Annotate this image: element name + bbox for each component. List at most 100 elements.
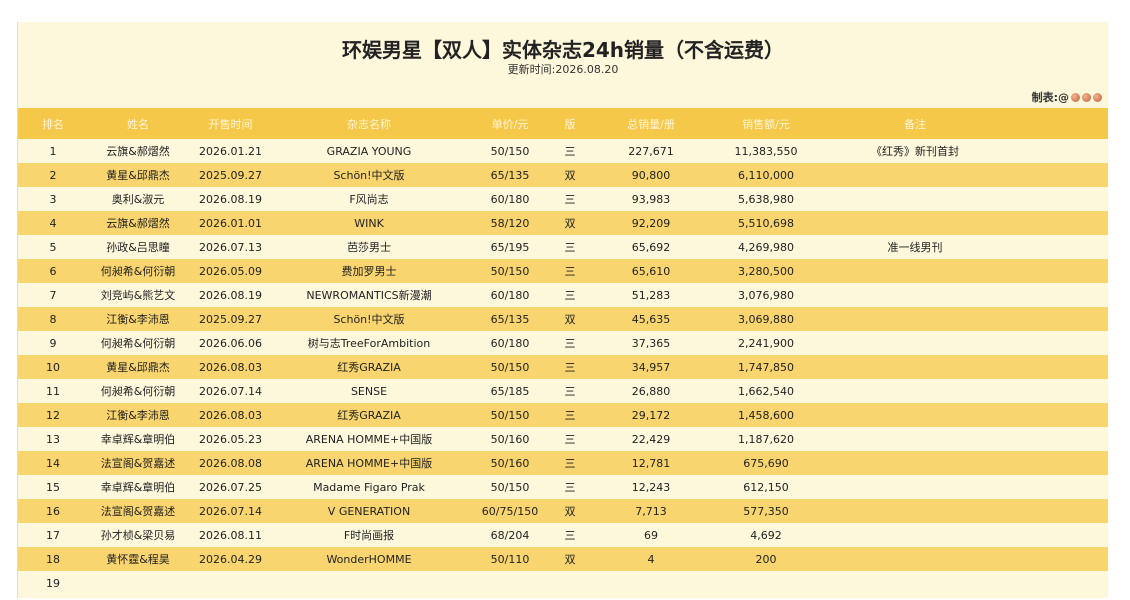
cell-name: 何昶希&何衍朝 [100,265,176,278]
cell-price: 68/204 [490,528,530,542]
cell-qty: 12,243 [631,480,671,494]
cell-date: 2026.08.03 [199,408,262,422]
cell-date: 2026.08.08 [199,456,262,470]
cell-price: 50/160 [490,432,530,446]
header-magazine: 杂志名称 [347,117,391,131]
cell-magazine: F风尚志 [349,193,389,206]
cell-date: 2026.07.14 [199,384,262,398]
cell-name: 云旗&郝熠然 [106,145,170,158]
cell-version: 三 [564,145,576,158]
cell-price: 65/195 [490,240,530,254]
cell-qty: 22,429 [631,432,671,446]
cell-name: 刘竞屿&熊艺文 [100,289,176,302]
cell-amount: 1,662,540 [738,384,794,398]
cell-price: 58/120 [490,216,530,230]
cell-magazine: V GENERATION [327,504,411,518]
cell-qty: 92,209 [631,216,671,230]
cell-date: 2026.07.14 [199,504,262,518]
table-row: 1 云旗&郝熠然 2026.01.21 GRAZIA YOUNG 50/150 三 227,… [18,139,1108,163]
cell-date: 2026.05.09 [199,264,262,278]
cell-amount: 612,150 [743,480,789,494]
page-title: 环娱男星【双人】实体杂志24h销量（不含运费） [341,38,785,62]
cell-amount: 1,187,620 [738,432,794,446]
maker-credit: 制表:@ [1032,89,1102,105]
cell-name: 孙才桢&梁贝易 [100,529,176,542]
cell-amount: 577,350 [743,504,789,518]
cell-name: 黄怀霆&程昊 [106,553,170,566]
cell-name: 法宣阁&贺嘉述 [100,457,176,470]
cell-price: 60/180 [490,288,530,302]
cell-date: 2026.07.13 [199,240,262,254]
cell-qty: 93,983 [631,192,671,206]
cell-price: 60/180 [490,192,530,206]
header-amount: 销售额/元 [742,117,790,131]
cell-name: 黄星&邱鼎杰 [106,361,170,374]
cell-name: 黄星&邱鼎杰 [106,169,170,182]
cell-magazine: 芭莎男士 [347,241,391,254]
cell-date: 2026.01.01 [199,216,262,230]
emoji-icon [1082,92,1091,102]
cell-amount: 3,069,880 [738,312,794,326]
cell-qty: 12,781 [631,456,671,470]
cell-name: 江衡&李沛恩 [106,409,170,422]
cell-magazine: Schön!中文版 [333,169,405,182]
cell-rank: 14 [46,456,60,470]
cell-date: 2026.08.19 [199,192,262,206]
cell-note: 《红秀》新刊首封 [871,145,959,158]
table-row: 11 何昶希&何衍朝 2026.07.14 SENSE 65/185 三 26,880 1,6… [18,379,1108,403]
cell-rank: 1 [49,144,57,158]
update-time: 更新时间:2026.08.20 [507,63,619,76]
cell-version: 三 [564,409,576,422]
cell-qty: 51,283 [631,288,671,302]
header-price: 单价/元 [491,117,529,131]
cell-rank: 4 [49,216,57,230]
cell-rank: 2 [49,168,57,182]
cell-price: 50/110 [490,552,530,566]
cell-version: 双 [564,169,576,182]
table-row: 9 何昶希&何衍朝 2026.06.06 树与志TreeForAmbition 60/1… [18,331,1108,355]
cell-name: 江衡&李沛恩 [106,313,170,326]
cell-rank: 16 [46,504,60,518]
cell-rank: 13 [46,432,60,446]
table-row: 16 法宣阁&贺嘉述 2026.07.14 V GENERATION 60/75/150… [18,499,1108,523]
cell-version: 三 [564,361,576,374]
table-row: 18 黄怀霆&程昊 2026.04.29 WonderHOMME 50/110 双 4 200 [18,547,1108,571]
header-date: 开售时间 [208,117,253,131]
cell-magazine: 树与志TreeForAmbition [307,337,431,350]
cell-name: 幸卓辉&章明伯 [100,433,176,446]
cell-version: 双 [564,553,576,566]
cell-version: 三 [564,193,576,206]
cell-version: 双 [564,217,576,230]
cell-date: 2025.09.27 [199,312,262,326]
table-body: 1 云旗&郝熠然 2026.01.21 GRAZIA YOUNG 50/150 三 227,… [18,139,1108,595]
cell-name: 幸卓辉&章明伯 [100,481,176,494]
cell-price: 50/150 [490,360,530,374]
table-row: 10 黄星&邱鼎杰 2026.08.03 红秀GRAZIA 50/150 三 34,957 1… [18,355,1108,379]
cell-note: 准一线男刊 [887,241,943,254]
cell-version: 三 [564,529,576,542]
cell-date: 2026.08.19 [199,288,262,302]
cell-price: 65/185 [490,384,530,398]
cell-amount: 5,510,698 [738,216,794,230]
table-row: 8 江衡&李沛恩 2025.09.27 Schön!中文版 65/135 双 45,635 3… [18,307,1108,331]
cell-qty: 65,692 [631,240,671,254]
cell-rank: 18 [46,552,60,566]
cell-qty: 7,713 [635,504,667,518]
cell-magazine: F时尚画报 [343,529,395,542]
cell-magazine: WINK [354,216,384,230]
cell-amount: 2,241,900 [738,336,794,350]
cell-qty: 37,365 [631,336,671,350]
cell-magazine: Schön!中文版 [333,313,405,326]
cell-version: 三 [564,337,576,350]
cell-date: 2026.01.21 [199,144,262,158]
cell-qty: 29,172 [631,408,671,422]
cell-name: 法宣阁&贺嘉述 [100,505,176,518]
cell-magazine: GRAZIA YOUNG [326,144,412,158]
cell-magazine: WonderHOMME [326,552,412,566]
cell-rank: 9 [49,336,57,350]
cell-name: 云旗&郝熠然 [106,217,170,230]
cell-price: 60/180 [490,336,530,350]
cell-amount: 3,076,980 [738,288,794,302]
cell-price: 65/135 [490,168,530,182]
cell-qty: 65,610 [631,264,671,278]
